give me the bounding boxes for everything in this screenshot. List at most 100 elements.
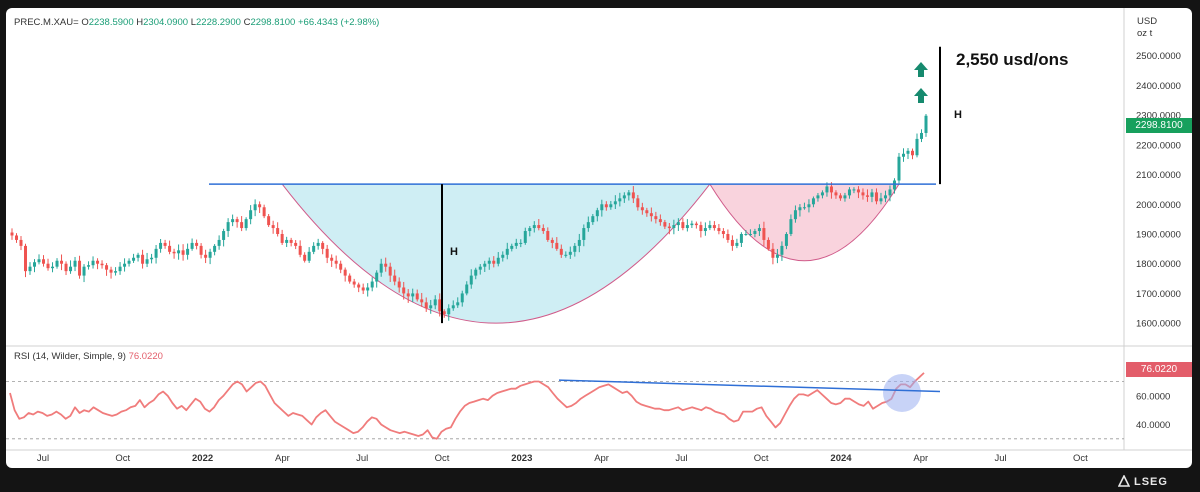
up-arrow-icon [914, 88, 928, 103]
candle-body [19, 239, 23, 246]
candle-body [802, 207, 806, 209]
candle-body [865, 195, 869, 197]
candle-body [456, 302, 460, 306]
rsi-value: 76.0220 [128, 351, 163, 362]
candle-body [550, 239, 554, 243]
candle-body [442, 311, 446, 315]
last-price-tag: 2298.8100 [1126, 118, 1192, 133]
candle-body [883, 195, 887, 199]
candle-body [744, 234, 748, 235]
candle-body [663, 222, 667, 227]
candle-body [123, 263, 127, 267]
candle-body [510, 245, 514, 249]
candle-body [267, 216, 271, 226]
price-tick-label: 2500.0000 [1136, 51, 1181, 62]
candle-body [546, 231, 550, 240]
candle-body [730, 239, 734, 246]
handle-curve [709, 183, 900, 262]
candle-body [231, 219, 235, 223]
candle-body [91, 260, 95, 266]
candle-body [834, 192, 838, 196]
candle-body [771, 248, 775, 258]
projection-label: H [954, 109, 962, 121]
candle-body [654, 216, 658, 220]
candle-body [321, 242, 325, 249]
candle-body [262, 207, 266, 217]
time-tick-label: Oct [754, 453, 769, 464]
candle-body [537, 225, 541, 229]
currency-label: USD [1137, 16, 1158, 27]
candle-body [636, 198, 640, 208]
rsi-highlight [883, 373, 921, 412]
candle-body [289, 239, 293, 243]
price-tick-label: 1800.0000 [1136, 259, 1181, 270]
chart-canvas[interactable]: 2500.0000 2400.0000 2300.0000 2200.0000 2100… [6, 8, 1192, 468]
candle-body [15, 235, 19, 240]
candle-body [843, 195, 847, 199]
candle-body [694, 223, 698, 226]
candle-body [816, 195, 820, 199]
candle-body [258, 204, 262, 208]
time-tick-label: 2023 [511, 453, 532, 464]
price-tick-label: 2300.0000 [1136, 111, 1181, 122]
candle-body [186, 248, 190, 255]
candle-body [307, 251, 311, 261]
candle-body [433, 299, 437, 306]
candle-body [334, 260, 338, 264]
candle-body [487, 260, 491, 264]
candle-body [609, 204, 613, 208]
candle-body [906, 150, 910, 154]
candle-body [793, 210, 797, 220]
candle-body [888, 189, 892, 196]
candle-body [330, 257, 334, 261]
candle-body [253, 204, 257, 211]
candle-body [924, 115, 928, 133]
candle-body [708, 225, 712, 229]
candle-body [100, 263, 104, 266]
candle-body [222, 231, 226, 240]
candle-body [919, 132, 923, 139]
candle-body [375, 272, 379, 282]
candle-body [10, 232, 14, 236]
candle-body [820, 192, 824, 196]
candle-body [559, 248, 563, 255]
rsi-tick-label: 60.0000 [1136, 391, 1170, 402]
candle-body [645, 210, 649, 214]
candle-body [181, 250, 185, 255]
candle-body [532, 225, 536, 229]
candle-body [406, 293, 410, 297]
rsi-label: RSI (14, Wilder, Simple, 9) [14, 351, 126, 362]
lseg-logo: LSEG [1134, 476, 1168, 488]
candle-body [528, 228, 532, 232]
candle-body [492, 260, 496, 264]
price-tick-label: 2200.0000 [1136, 140, 1181, 151]
candle-body [460, 293, 464, 303]
candle-body [42, 259, 46, 264]
up-arrow-icon [914, 62, 928, 77]
candle-body [748, 234, 752, 235]
candle-body [901, 153, 905, 157]
candle-body [82, 266, 86, 276]
candle-body [568, 251, 572, 255]
candle-body [780, 245, 784, 255]
candle-body [127, 260, 131, 264]
candle-body [879, 198, 883, 202]
candle-body [154, 248, 158, 258]
candle-body [348, 275, 352, 282]
candle-body [46, 263, 50, 269]
candle-body [564, 254, 568, 256]
candle-body [316, 242, 320, 246]
candle-body [681, 222, 685, 229]
low-value: 2228.2900 [196, 17, 241, 28]
candle-body [384, 263, 388, 267]
candle-body [766, 239, 770, 249]
rsi-header: RSI (14, Wilder, Simple, 9) 76.0220 [14, 351, 163, 362]
candle-body [37, 259, 41, 263]
candle-body [739, 234, 743, 243]
units-label: USD oz t [1137, 16, 1157, 40]
candle-body [717, 228, 721, 232]
time-tick-label: Jul [675, 453, 687, 464]
rsi-line [9, 372, 925, 440]
candle-body [613, 201, 617, 205]
candle-body [388, 266, 392, 276]
